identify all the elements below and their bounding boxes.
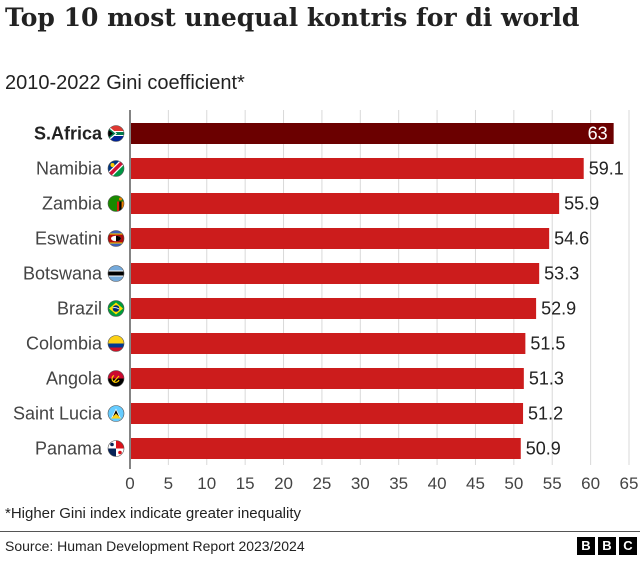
category-label: Eswatini <box>35 229 102 249</box>
bar-angola <box>131 368 524 389</box>
value-label: 63 <box>588 124 608 144</box>
chart-title: Top 10 most unequal kontris for di world <box>5 3 580 32</box>
bar-zambia <box>131 193 560 214</box>
bbc-logo-c: C <box>619 537 637 555</box>
category-label: Angola <box>46 369 103 389</box>
bar-brazil <box>131 298 537 319</box>
category-label: Panama <box>35 439 103 459</box>
x-tick-label: 25 <box>312 474 331 493</box>
x-tick-label: 5 <box>164 474 173 493</box>
category-label: Zambia <box>42 194 103 214</box>
category-label: Namibia <box>36 159 103 179</box>
bar-chart: S.Africa Namibia Zambia Eswatini Botswana Bra… <box>13 110 638 493</box>
bar-panama <box>131 438 521 459</box>
x-tick-label: 45 <box>466 474 485 493</box>
bbc-logo-b1: B <box>577 537 595 555</box>
x-tick-label: 15 <box>236 474 255 493</box>
source-note: Source: Human Development Report 2023/20… <box>5 538 305 554</box>
x-tick-label: 20 <box>274 474 293 493</box>
chart-subtitle: 2010-2022 Gini coefficient* <box>5 72 245 94</box>
value-label: 59.1 <box>589 159 624 179</box>
bar-namibia <box>131 158 584 179</box>
bars <box>131 123 614 459</box>
value-label: 51.2 <box>528 404 563 424</box>
value-label: 52.9 <box>541 299 576 319</box>
south-africa-flag-icon <box>107 125 125 142</box>
x-tick-label: 60 <box>581 474 600 493</box>
bar-eswatini <box>131 228 550 249</box>
value-label: 53.3 <box>544 264 579 284</box>
brazil-flag-icon <box>107 300 125 317</box>
botswana-flag-icon <box>107 265 125 282</box>
zambia-flag-icon <box>107 195 125 212</box>
category-label: Botswana <box>23 264 103 284</box>
x-tick-label: 35 <box>389 474 408 493</box>
category-label: Saint Lucia <box>13 404 103 424</box>
value-label: 54.6 <box>554 229 589 249</box>
footnote: *Higher Gini index indicate greater ineq… <box>5 505 302 522</box>
x-axis-ticks: 0 5 10 15 20 25 30 35 40 45 50 55 60 65 <box>125 474 638 493</box>
panama-flag-icon <box>107 440 125 457</box>
eswatini-flag-icon <box>107 230 125 247</box>
colombia-flag-icon <box>107 335 125 352</box>
category-labels: S.Africa Namibia Zambia Eswatini Botswana Bra… <box>13 124 103 459</box>
x-tick-label: 30 <box>351 474 370 493</box>
bar-saint-lucia <box>131 403 524 424</box>
bbc-logo-b2: B <box>598 537 616 555</box>
flags <box>107 125 125 457</box>
x-tick-label: 10 <box>197 474 216 493</box>
bar-botswana <box>131 263 540 284</box>
x-tick-label: 55 <box>543 474 562 493</box>
footer-divider <box>0 531 640 532</box>
saint-lucia-flag-icon <box>107 405 125 422</box>
bar-s-africa <box>131 123 614 144</box>
x-tick-label: 0 <box>125 474 134 493</box>
value-labels: 63 59.1 55.9 54.6 53.3 52.9 51.5 51.3 51.2 50.9 <box>526 124 624 459</box>
x-tick-label: 40 <box>428 474 447 493</box>
x-tick-label: 50 <box>504 474 523 493</box>
bar-colombia <box>131 333 526 354</box>
value-label: 51.5 <box>530 334 565 354</box>
angola-flag-icon <box>107 370 125 387</box>
value-label: 50.9 <box>526 439 561 459</box>
x-tick-label: 65 <box>620 474 639 493</box>
category-label: Colombia <box>26 334 103 354</box>
category-label: S.Africa <box>34 124 103 144</box>
value-label: 51.3 <box>529 369 564 389</box>
category-label: Brazil <box>57 299 102 319</box>
namibia-flag-icon <box>107 160 125 177</box>
value-label: 55.9 <box>564 194 599 214</box>
